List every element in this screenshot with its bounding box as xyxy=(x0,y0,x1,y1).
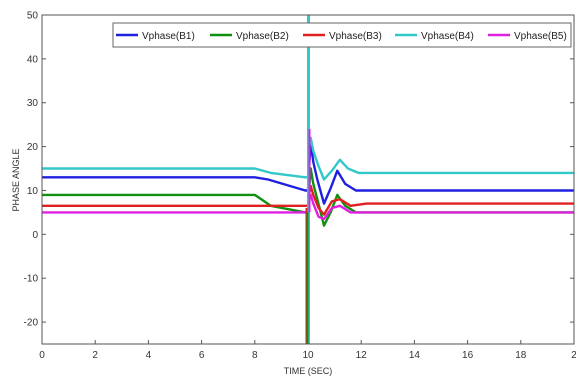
series-line-2 xyxy=(42,167,574,227)
series-line-4 xyxy=(42,136,574,181)
y-tick-label: -10 xyxy=(24,274,39,285)
x-tick-label: 2 xyxy=(571,350,576,361)
legend-label-1: Vphase(B1) xyxy=(142,31,195,42)
legend-label-3: Vphase(B3) xyxy=(329,31,382,42)
x-tick-label: 12 xyxy=(356,350,368,361)
x-tick-label: 6 xyxy=(199,350,205,361)
y-tick-label: 30 xyxy=(27,98,39,109)
y-tick-label: 10 xyxy=(27,186,39,197)
legend: Vphase(B1) Vphase(B2) Vphase(B3) Vphase(B4)… xyxy=(112,22,572,48)
x-axis-ticks: 0 2 4 6 8 10 12 14 16 18 2 xyxy=(39,340,576,361)
x-tick-label: 8 xyxy=(252,350,258,361)
y-tick-label: -20 xyxy=(24,318,39,329)
x-tick-label: 18 xyxy=(515,350,527,361)
series-lines xyxy=(42,15,574,344)
legend-label-5: Vphase(B5) xyxy=(514,31,567,42)
x-axis-label: TIME (SEC) xyxy=(284,366,333,376)
legend-label-2: Vphase(B2) xyxy=(236,31,289,42)
legend-label-4: Vphase(B4) xyxy=(421,31,474,42)
x-tick-label: 10 xyxy=(302,350,314,361)
y-axis-label: PHASE ANGLE xyxy=(11,148,21,211)
plot-frame xyxy=(41,14,575,345)
series-line-1 xyxy=(42,140,574,205)
x-tick-label: 0 xyxy=(39,350,45,361)
x-tick-label: 14 xyxy=(409,350,421,361)
y-tick-label: 0 xyxy=(32,230,38,241)
x-tick-label: 2 xyxy=(92,350,98,361)
x-tick-label: 16 xyxy=(462,350,474,361)
y-tick-label: 50 xyxy=(27,11,39,22)
y-tick-label: 20 xyxy=(27,142,39,153)
y-tick-label: 40 xyxy=(27,54,39,65)
x-tick-label: 4 xyxy=(146,350,152,361)
